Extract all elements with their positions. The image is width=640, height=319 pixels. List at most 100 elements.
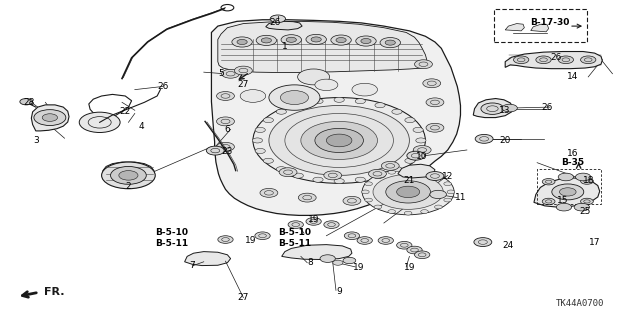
Circle shape: [298, 69, 330, 85]
Circle shape: [333, 260, 343, 265]
Circle shape: [326, 134, 352, 147]
Text: B-35: B-35: [561, 158, 584, 167]
Circle shape: [374, 205, 381, 209]
Text: B-5-11: B-5-11: [156, 239, 188, 248]
Polygon shape: [473, 99, 513, 118]
Text: B-5-10: B-5-10: [278, 228, 311, 237]
Circle shape: [356, 36, 376, 46]
Polygon shape: [505, 24, 524, 31]
Circle shape: [269, 85, 320, 110]
Circle shape: [232, 37, 252, 47]
Text: 20: 20: [499, 136, 511, 145]
Text: 2: 2: [125, 182, 131, 191]
Circle shape: [34, 110, 66, 125]
Text: 25: 25: [579, 207, 591, 216]
Text: 11: 11: [455, 193, 467, 202]
Circle shape: [397, 186, 420, 197]
Circle shape: [558, 56, 573, 63]
Text: 23: 23: [221, 147, 233, 156]
Circle shape: [392, 109, 402, 114]
Text: 10: 10: [417, 152, 428, 161]
Circle shape: [280, 91, 308, 105]
Circle shape: [474, 238, 492, 247]
Text: 19: 19: [245, 236, 257, 245]
Circle shape: [269, 106, 410, 175]
Text: 26: 26: [269, 19, 281, 27]
Circle shape: [313, 177, 323, 182]
Text: 26: 26: [550, 53, 562, 62]
Polygon shape: [505, 51, 602, 69]
Text: 21: 21: [404, 176, 415, 185]
Circle shape: [558, 173, 573, 181]
Circle shape: [362, 190, 369, 194]
Circle shape: [373, 174, 444, 209]
Circle shape: [386, 181, 431, 203]
Circle shape: [365, 182, 372, 186]
Circle shape: [286, 37, 296, 42]
Circle shape: [380, 38, 401, 48]
Circle shape: [444, 182, 451, 186]
Circle shape: [447, 190, 455, 194]
Circle shape: [336, 38, 346, 43]
Circle shape: [407, 151, 425, 160]
Circle shape: [237, 40, 247, 45]
Circle shape: [362, 169, 454, 215]
Circle shape: [256, 35, 276, 46]
Circle shape: [420, 210, 428, 213]
Polygon shape: [282, 245, 352, 260]
Circle shape: [388, 170, 396, 174]
Circle shape: [405, 158, 415, 163]
Text: 24: 24: [503, 241, 514, 250]
Text: 1: 1: [282, 42, 288, 51]
Circle shape: [119, 171, 138, 180]
Circle shape: [263, 118, 273, 123]
Text: 19: 19: [404, 263, 415, 272]
Circle shape: [575, 173, 591, 181]
Circle shape: [413, 127, 423, 132]
Circle shape: [216, 142, 234, 151]
Circle shape: [260, 189, 278, 197]
Text: 4: 4: [138, 122, 144, 131]
Circle shape: [320, 255, 335, 263]
Circle shape: [559, 188, 576, 196]
Text: 28: 28: [24, 98, 35, 107]
Circle shape: [352, 83, 378, 96]
Circle shape: [415, 251, 430, 259]
Circle shape: [355, 99, 365, 104]
Circle shape: [513, 56, 529, 63]
Circle shape: [580, 56, 596, 63]
Circle shape: [385, 40, 396, 45]
Circle shape: [420, 170, 428, 174]
Circle shape: [315, 128, 364, 152]
Circle shape: [311, 37, 321, 42]
Circle shape: [369, 169, 387, 178]
Text: 26: 26: [541, 103, 552, 112]
Circle shape: [430, 190, 447, 198]
Circle shape: [253, 98, 426, 183]
Text: 3: 3: [33, 136, 38, 145]
Text: 19: 19: [353, 263, 364, 272]
Circle shape: [279, 168, 297, 177]
Circle shape: [416, 138, 426, 143]
Circle shape: [281, 35, 301, 45]
Circle shape: [444, 198, 451, 202]
Polygon shape: [218, 21, 428, 72]
Text: 6: 6: [225, 125, 230, 134]
Circle shape: [206, 146, 224, 155]
Circle shape: [426, 172, 444, 181]
Text: 19: 19: [308, 215, 319, 224]
Circle shape: [334, 179, 344, 184]
Circle shape: [301, 122, 378, 160]
Circle shape: [218, 236, 233, 243]
Text: 12: 12: [442, 173, 453, 182]
Circle shape: [293, 173, 303, 178]
Circle shape: [381, 161, 399, 170]
Circle shape: [355, 177, 365, 182]
Circle shape: [240, 90, 266, 102]
Circle shape: [388, 210, 396, 213]
Polygon shape: [398, 164, 435, 178]
Circle shape: [397, 241, 412, 249]
Circle shape: [365, 198, 372, 202]
Text: 15: 15: [557, 196, 568, 205]
Circle shape: [221, 69, 239, 78]
